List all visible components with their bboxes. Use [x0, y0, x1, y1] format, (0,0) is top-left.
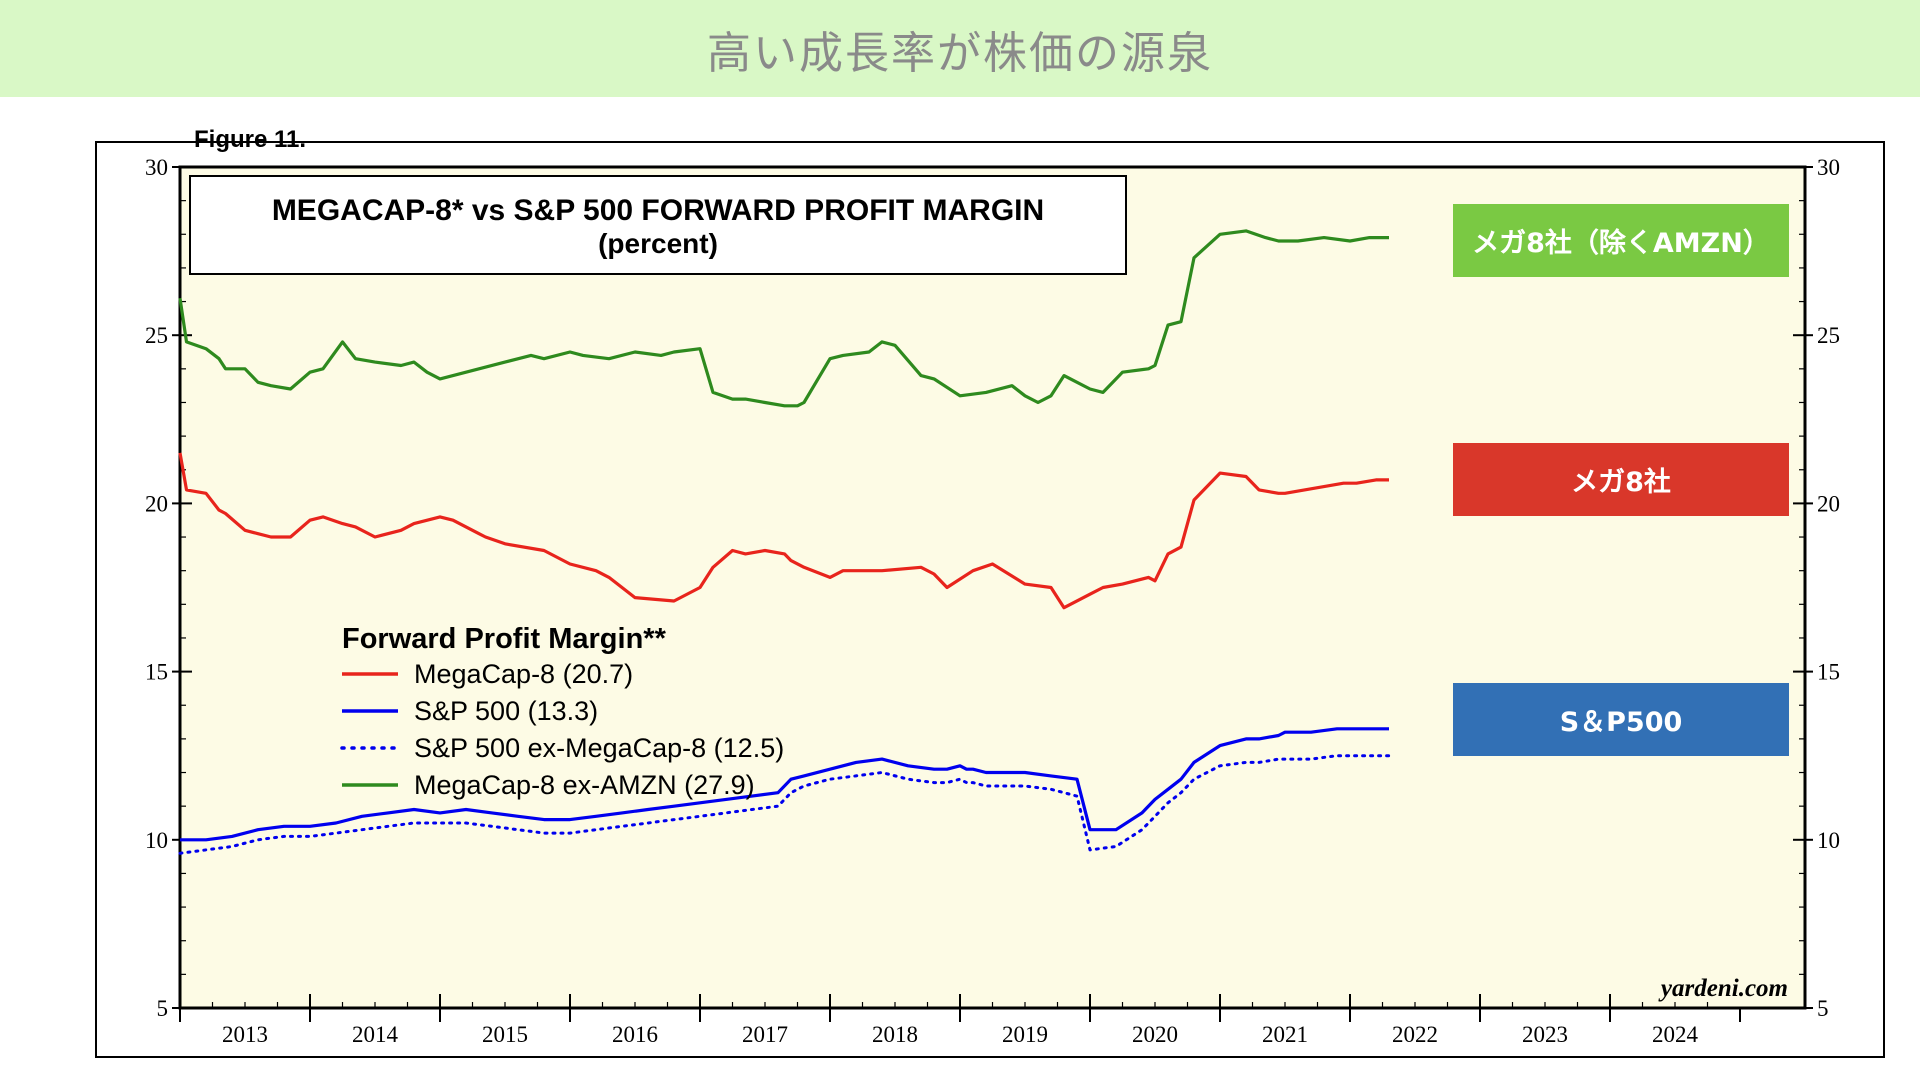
x-tick-label: 2016	[612, 1022, 658, 1047]
series-ex_amzn	[178, 229, 1389, 408]
title-banner: 高い成長率が株価の源泉	[0, 0, 1920, 97]
legend-label-megacap: MegaCap-8 (20.7)	[414, 659, 633, 689]
chart-title: MEGACAP-8* vs S&P 500 FORWARD PROFIT MAR…	[272, 194, 1044, 227]
x-tick-label: 2019	[1002, 1022, 1048, 1047]
x-tick-label: 2023	[1522, 1022, 1568, 1047]
page-title: 高い成長率が株価の源泉	[707, 27, 1213, 79]
legend: Forward Profit Margin** MegaCap-8 (20.7)…	[340, 623, 784, 800]
x-tick-label: 2017	[742, 1022, 788, 1047]
tag-sp500-box	[1453, 683, 1789, 756]
x-tick-label: 2021	[1262, 1022, 1308, 1047]
x-tick-label: 2018	[872, 1022, 918, 1047]
y-tick-label-right: 30	[1817, 155, 1840, 180]
x-tick-label: 2015	[482, 1022, 528, 1047]
y-tick-label-left: 5	[157, 996, 169, 1021]
series-megacap	[178, 452, 1389, 610]
y-tick-label-right: 5	[1817, 996, 1829, 1021]
plot-area	[178, 165, 1807, 1010]
y-tick-label-right: 10	[1817, 828, 1840, 853]
series-sp500	[180, 727, 1389, 842]
header-fragment: Figure 11.	[194, 126, 306, 153]
series-tags: メガ8社（除くAMZN） メガ8社 S＆P500	[1453, 204, 1789, 756]
series-ex_megacap	[178, 754, 1391, 855]
x-tick-label: 2024	[1652, 1022, 1699, 1047]
x-tick-label: 2013	[222, 1022, 268, 1047]
x-tick-label: 2022	[1392, 1022, 1438, 1047]
tag-megacap: メガ8社	[1571, 466, 1671, 498]
y-tick-label-right: 25	[1817, 323, 1840, 348]
tag-sp500: S＆P500	[1560, 707, 1683, 738]
tag-ex-amzn-box	[1453, 204, 1789, 277]
y-tick-label-right: 15	[1817, 660, 1840, 685]
chart-title-box	[189, 175, 1127, 275]
y-tick-label-left: 20	[145, 491, 168, 516]
y-tick-label-left: 25	[145, 323, 168, 348]
legend-label-ex_amzn: MegaCap-8 ex-AMZN (27.9)	[414, 770, 755, 800]
legend-title: Forward Profit Margin**	[342, 623, 667, 655]
y-tick-label-right: 20	[1817, 491, 1840, 516]
legend-label-sp500: S&P 500 (13.3)	[414, 696, 598, 726]
y-tick-label-left: 30	[145, 155, 168, 180]
tag-ex-amzn: メガ8社（除くAMZN）	[1472, 227, 1770, 259]
chart-subtitle: (percent)	[598, 228, 718, 259]
series-lines	[178, 229, 1391, 855]
tag-megacap-box	[1453, 443, 1789, 516]
x-tick-label: 2014	[352, 1022, 399, 1047]
x-tick-label: 2020	[1132, 1022, 1178, 1047]
legend-label-ex_megacap: S&P 500 ex-MegaCap-8 (12.5)	[414, 733, 784, 763]
y-tick-label-left: 10	[145, 828, 168, 853]
source-label: yardeni.com	[1658, 975, 1788, 1002]
y-tick-label-left: 15	[145, 660, 168, 685]
